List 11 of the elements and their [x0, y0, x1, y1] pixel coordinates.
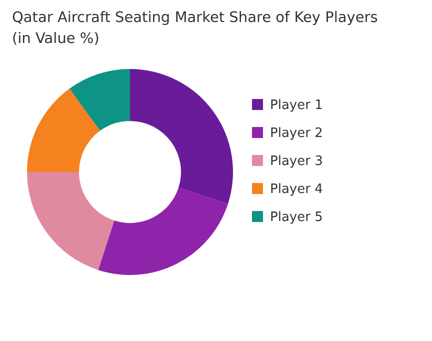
donut-slice — [98, 188, 228, 275]
legend-label: Player 2 — [270, 126, 323, 141]
legend-label: Player 4 — [270, 182, 323, 197]
donut-slice — [27, 88, 100, 172]
donut-slice — [27, 172, 114, 270]
legend-label: Player 5 — [270, 210, 323, 225]
chart-title: Qatar Aircraft Seating Market Share of Key Players (in Value %) — [12, 10, 378, 47]
legend-label: Player 1 — [270, 98, 323, 113]
donut-slice — [69, 69, 130, 131]
donut-slice — [130, 69, 233, 204]
legend-label: Player 3 — [270, 154, 323, 169]
